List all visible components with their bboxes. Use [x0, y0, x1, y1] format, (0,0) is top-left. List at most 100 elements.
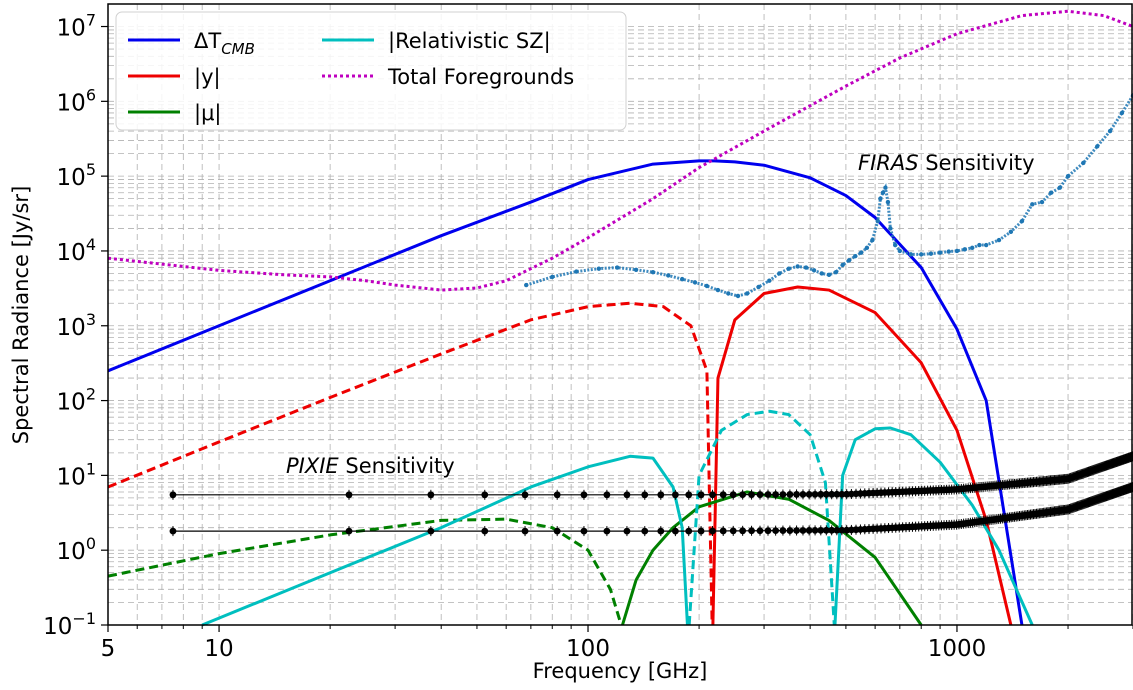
pixie-point — [799, 527, 807, 534]
plot-frame — [107, 3, 1133, 626]
y-tick-label: 102 — [57, 385, 96, 416]
legend-label-dT: ΔTCMB — [194, 29, 255, 58]
pixie-point — [793, 491, 800, 498]
series-line-7 — [833, 426, 1034, 626]
pixie-point — [739, 491, 747, 499]
series-line-4 — [621, 490, 923, 626]
legend-label-rsz: |Relativistic SZ| — [388, 29, 551, 54]
pixie-point — [685, 527, 693, 535]
pixie-point — [641, 491, 649, 499]
legend-label-mu: |μ| — [194, 101, 222, 126]
y-tick-label: 104 — [57, 235, 96, 266]
pixie-point — [553, 491, 561, 499]
pixie-point — [828, 490, 836, 498]
pixie-point — [811, 490, 819, 498]
y-tick-label: 103 — [57, 310, 96, 341]
pixie-point — [833, 526, 841, 534]
pixie-point — [709, 527, 716, 535]
pixie-point — [427, 527, 435, 535]
grid-lines — [107, 3, 1133, 626]
legend-label-y: |y| — [194, 65, 221, 90]
pixie-point — [709, 491, 716, 499]
pixie-point — [756, 527, 764, 535]
pixie-point — [580, 491, 588, 499]
pixie-point — [817, 490, 825, 498]
pixie-point — [729, 527, 737, 535]
pixie-point — [603, 527, 611, 535]
pixie-point — [623, 491, 631, 499]
pixie-point — [779, 527, 787, 534]
pixie-point — [553, 527, 561, 535]
pixie-point — [786, 491, 794, 498]
pixie-point — [805, 490, 813, 498]
x-tick-label: 10 — [204, 636, 233, 662]
pixie-point — [748, 527, 755, 535]
pixie-point — [748, 491, 755, 498]
y-tick-label: 105 — [57, 160, 96, 191]
series-layer — [107, 9, 1133, 627]
pixie-point — [817, 526, 825, 534]
x-tick-label: 100 — [566, 636, 610, 662]
firas-sensitivity-label: FIRAS Sensitivity — [858, 151, 1035, 175]
pixie-point — [739, 527, 747, 535]
plot-border — [107, 3, 1133, 626]
pixie-point — [838, 526, 846, 534]
pixie-point — [623, 527, 631, 535]
pixie-point — [603, 491, 611, 499]
pixie-point — [521, 491, 529, 499]
series-line-5 — [201, 454, 689, 627]
pixie-point — [671, 527, 679, 535]
pixie-point — [521, 527, 529, 535]
pixie-point — [786, 527, 794, 534]
series-line-3 — [107, 517, 623, 626]
pixie-point — [793, 527, 800, 534]
pixie-point — [822, 490, 830, 498]
pixie-point — [764, 527, 772, 535]
pixie-point — [169, 527, 177, 535]
pixie-point — [822, 526, 830, 534]
pixie-point — [427, 491, 435, 499]
pixie-sensitivity-label: PIXIE Sensitivity — [286, 454, 455, 478]
pixie-point — [719, 491, 727, 499]
series-line-1 — [107, 301, 714, 626]
pixie-point — [811, 526, 819, 534]
pixie-point — [481, 491, 489, 499]
pixie-point — [657, 491, 665, 499]
axis-ticks: 5 10 100 1000 10−1 100 101 102 103 104 105 106 107 — [43, 11, 1133, 662]
legend: ΔTCMB |y| |μ| |Relativistic SZ| Total Foregr… — [115, 11, 627, 131]
pixie-point — [169, 491, 177, 499]
pixie-point — [799, 490, 807, 498]
pixie-point — [838, 490, 846, 498]
pixie-point — [764, 491, 772, 498]
x-axis-label: Frequency [GHz] — [533, 659, 708, 683]
series-line-8 — [107, 9, 1133, 292]
y-tick-label: 107 — [57, 11, 96, 42]
pixie-point — [697, 527, 705, 535]
pixie-point — [580, 527, 588, 535]
series-line-2 — [711, 285, 1013, 626]
x-tick-label: 1000 — [928, 636, 987, 662]
legend-box — [115, 11, 627, 131]
pixie-point — [805, 527, 813, 534]
pixie-point — [772, 491, 780, 498]
pixie-point — [685, 491, 693, 499]
y-tick-label: 100 — [57, 534, 96, 565]
series-line-0 — [107, 159, 1024, 626]
pixie-point — [671, 491, 679, 499]
y-tick-label: 101 — [57, 459, 96, 490]
pixie-point — [657, 527, 665, 535]
pixie-point — [756, 491, 764, 498]
pixie-point — [641, 527, 649, 535]
pixie-point — [833, 490, 841, 498]
pixie-point — [828, 526, 836, 534]
pixie-point — [345, 491, 353, 499]
y-axis-label: Spectral Radiance [Jy/sr] — [9, 186, 33, 445]
firas-sensitivity-trace — [525, 94, 1133, 298]
pixie-point — [719, 527, 727, 535]
x-tick-label: 5 — [101, 636, 116, 662]
y-tick-label: 10−1 — [43, 609, 96, 640]
pixie-point — [697, 491, 705, 499]
pixie-point — [729, 491, 737, 499]
pixie-point — [779, 491, 787, 498]
